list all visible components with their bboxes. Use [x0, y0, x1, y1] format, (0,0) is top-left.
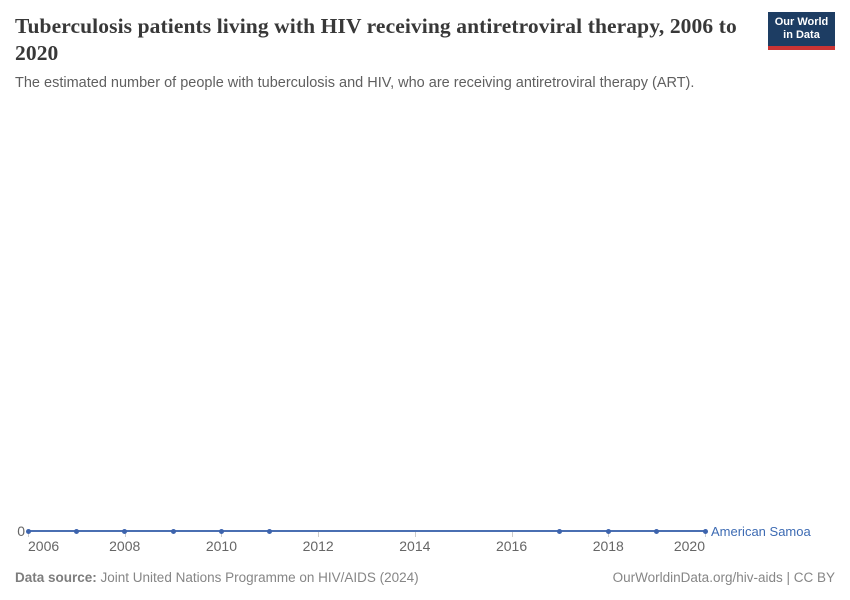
- x-axis-tick-label: 2006: [28, 538, 60, 554]
- x-axis-tick: [705, 532, 706, 537]
- x-axis-tick: [28, 532, 29, 537]
- data-point: [218, 528, 224, 534]
- data-point: [122, 528, 128, 534]
- x-axis-tick-label: 2008: [109, 538, 141, 554]
- x-axis-tick-label: 2020: [673, 538, 705, 554]
- owid-logo[interactable]: Our World in Data: [768, 12, 835, 50]
- data-point: [557, 528, 563, 534]
- x-axis-tick: [124, 532, 126, 537]
- x-axis-tick-label: 2012: [302, 538, 334, 554]
- chart-footer: Data source: Joint United Nations Progra…: [15, 569, 835, 586]
- x-axis-tick-label: 2018: [592, 538, 624, 554]
- data-point: [73, 528, 79, 534]
- data-point: [170, 528, 176, 534]
- plot-area: 2006 2008 2010 2012 2014 2016 2018 2020: [0, 100, 850, 560]
- chart-subtitle: The estimated number of people with tube…: [15, 75, 695, 91]
- x-axis-tick-label: 2014: [399, 538, 431, 554]
- x-axis-tick-label: 2016: [495, 538, 528, 554]
- x-axis-tick: [414, 532, 416, 537]
- data-point: [25, 528, 31, 534]
- owid-logo-text: Our World in Data: [774, 16, 829, 41]
- x-axis-tick: [318, 532, 320, 537]
- data-point: [605, 528, 611, 534]
- data-source-label: Data source:: [15, 570, 97, 585]
- x-axis-tick-label: 2010: [205, 538, 237, 554]
- x-axis-tick: [608, 532, 610, 537]
- data-source-note: Data source: Joint United Nations Progra…: [15, 569, 419, 586]
- data-point: [702, 528, 708, 534]
- x-axis-tick: [221, 532, 223, 537]
- data-point: [654, 528, 660, 534]
- x-axis-tick: [511, 532, 513, 537]
- y-axis-zero-label: 0: [17, 523, 25, 539]
- series-line: [28, 530, 705, 532]
- license-link[interactable]: OurWorldinData.org/hiv-aids | CC BY: [612, 570, 835, 585]
- data-source-text: Joint United Nations Programme on HIV/AI…: [96, 570, 419, 585]
- chart-title: Tuberculosis patients living with HIV re…: [15, 14, 737, 65]
- entity-label[interactable]: American Samoa: [711, 524, 811, 539]
- data-point: [267, 528, 273, 534]
